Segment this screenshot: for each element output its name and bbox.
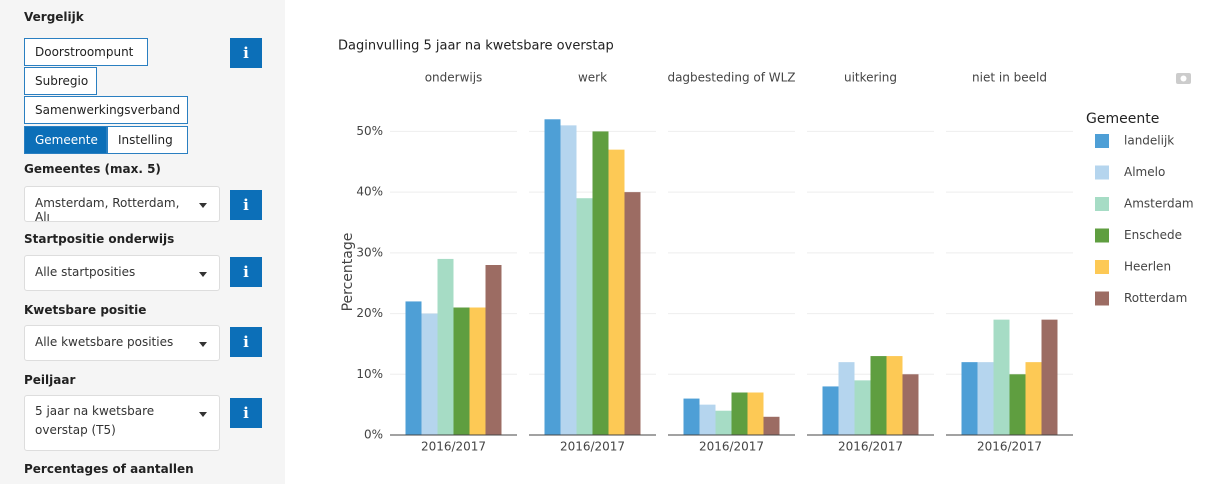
info-button[interactable]: i	[230, 327, 262, 357]
y-tick-label: 0%	[364, 428, 383, 442]
facet-label: niet in beeld	[972, 71, 1047, 85]
legend-label: Enschede	[1124, 228, 1182, 242]
legend-label: Amsterdam	[1124, 197, 1194, 211]
facet-label: werk	[578, 71, 607, 85]
legend-title: Gemeente	[1086, 111, 1159, 127]
compare-option[interactable]: Samenwerkingsverband	[24, 96, 188, 124]
y-tick-label: 10%	[356, 367, 383, 381]
bar	[1041, 319, 1058, 435]
bar	[437, 258, 454, 435]
y-axis-label: Percentage	[340, 233, 356, 312]
bar	[421, 313, 438, 435]
info-button[interactable]: i	[230, 38, 262, 68]
bar	[961, 362, 978, 435]
compare-option[interactable]: Gemeente	[24, 126, 107, 154]
filter-label: Gemeentes (max. 5)	[24, 162, 161, 176]
dropdown[interactable]: Amsterdam, Rotterdam, Alı	[24, 186, 220, 224]
bar	[608, 149, 625, 435]
facet-label: onderwijs	[425, 71, 483, 85]
bar	[977, 362, 994, 435]
legend-label: Almelo	[1124, 165, 1165, 179]
bar	[731, 392, 748, 435]
bar	[1025, 362, 1042, 435]
legend-label: Rotterdam	[1124, 291, 1187, 305]
camera-icon[interactable]	[1176, 73, 1191, 84]
compare-option[interactable]: Instelling	[107, 126, 188, 154]
x-tick-label: 2016/2017	[421, 440, 486, 454]
compare-label: Vergelijk	[24, 10, 84, 24]
compare-option[interactable]: Doorstroompunt	[24, 38, 148, 66]
legend-label: landelijk	[1124, 134, 1174, 148]
bar	[576, 198, 593, 435]
legend-swatch	[1095, 291, 1109, 306]
bar	[886, 356, 903, 435]
x-tick-label: 2016/2017	[560, 440, 625, 454]
bar	[854, 380, 871, 435]
legend-swatch	[1095, 260, 1109, 274]
filter-label: Startpositie onderwijs	[24, 232, 175, 246]
filter-label: Kwetsbare positie	[24, 303, 147, 317]
bar	[624, 192, 641, 435]
bar	[747, 392, 764, 435]
facet-label: uitkering	[844, 71, 897, 85]
legend-swatch	[1095, 165, 1109, 180]
facet-label: dagbesteding of WLZ	[667, 71, 795, 85]
legend-swatch	[1095, 228, 1109, 243]
legend-label: Heerlen	[1124, 260, 1171, 274]
bar	[592, 131, 609, 435]
y-tick-label: 50%	[356, 124, 383, 138]
dropdown[interactable]: Alle startposities	[24, 255, 220, 291]
y-tick-label: 20%	[356, 306, 383, 320]
bar	[560, 125, 577, 435]
bar	[763, 416, 780, 435]
bar	[405, 301, 422, 435]
bar	[544, 119, 561, 436]
bar	[822, 386, 839, 435]
filter-label: Percentages of aantallen	[24, 462, 194, 476]
y-tick-label: 30%	[356, 245, 383, 259]
bar	[870, 356, 887, 435]
bar	[838, 362, 855, 435]
bar	[469, 307, 486, 435]
bar	[453, 307, 470, 435]
legend-swatch	[1095, 197, 1109, 211]
info-button[interactable]: i	[230, 257, 262, 287]
sidebar: Vergelijk Doorstroompunt Subregio Samenw…	[0, 0, 285, 484]
compare-option[interactable]: Subregio	[24, 67, 97, 95]
bar	[699, 404, 716, 435]
legend-swatch	[1095, 134, 1109, 148]
filter-label: Peiljaar	[24, 373, 76, 387]
info-button[interactable]: i	[230, 190, 262, 220]
bar	[683, 398, 700, 435]
bar	[902, 374, 919, 435]
x-tick-label: 2016/2017	[699, 440, 764, 454]
bar	[993, 319, 1010, 435]
x-tick-label: 2016/2017	[838, 440, 903, 454]
y-tick-label: 40%	[356, 185, 383, 199]
dropdown[interactable]: Alle kwetsbare posities	[24, 325, 220, 361]
chart-title: Daginvulling 5 jaar na kwetsbare oversta…	[338, 39, 614, 54]
dropdown[interactable]: 5 jaar na kwetsbare overstap (T5)	[24, 395, 220, 451]
bar	[485, 265, 502, 435]
info-button[interactable]: i	[230, 398, 262, 428]
bar	[715, 410, 732, 435]
x-tick-label: 2016/2017	[977, 440, 1042, 454]
bar	[1009, 374, 1026, 435]
